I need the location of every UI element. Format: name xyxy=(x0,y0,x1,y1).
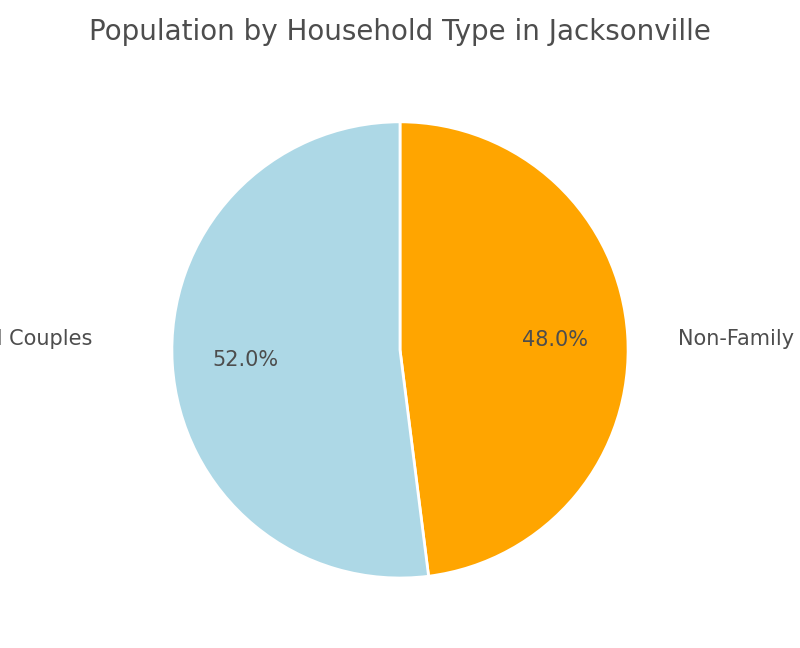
Wedge shape xyxy=(400,122,628,576)
Title: Population by Household Type in Jacksonville: Population by Household Type in Jacksonv… xyxy=(89,17,711,46)
Text: 48.0%: 48.0% xyxy=(522,330,588,350)
Text: 52.0%: 52.0% xyxy=(212,350,278,369)
Text: Married Couples: Married Couples xyxy=(0,329,92,349)
Text: Non-Family: Non-Family xyxy=(678,329,794,349)
Wedge shape xyxy=(172,122,429,578)
